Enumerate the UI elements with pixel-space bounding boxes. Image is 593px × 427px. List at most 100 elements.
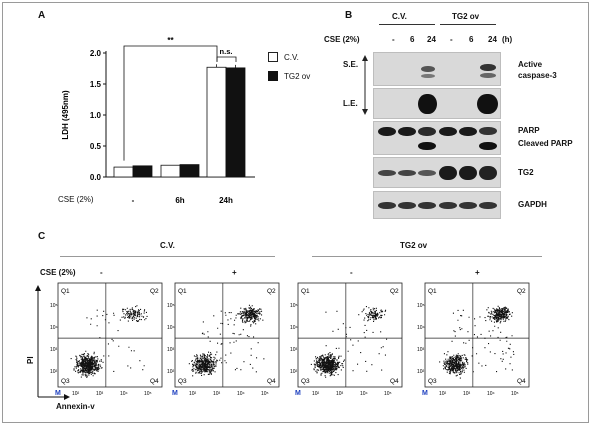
flow-quadrant-label: Q3 bbox=[301, 378, 310, 385]
blot-lane-label: 6 bbox=[410, 35, 415, 44]
flow-y-tick-label: 10³ bbox=[290, 347, 298, 353]
flow-scatter-points bbox=[310, 306, 388, 378]
chart-y-tick-label: 1.0 bbox=[90, 111, 102, 120]
chart-bar-tg2 bbox=[179, 164, 200, 178]
flow-y-tick-label: 10⁵ bbox=[167, 303, 175, 309]
flow-y-tick-label: 10² bbox=[50, 369, 58, 375]
flow-plot-frame bbox=[297, 282, 403, 388]
chart-y-tick-label: 0.0 bbox=[90, 173, 102, 182]
blot-unit-label: (h) bbox=[502, 35, 513, 44]
flow-y-tick-label: 10³ bbox=[417, 347, 425, 353]
flow-scatter-points bbox=[188, 304, 265, 377]
flow-x-tick-label: 10² bbox=[72, 391, 80, 397]
protein-label-tg2: TG2 bbox=[518, 168, 534, 177]
flow-xlabel: Annexin-v bbox=[56, 402, 95, 411]
blot-group-tg2-line bbox=[440, 24, 496, 25]
flow-x-tick-label: 10² bbox=[312, 391, 320, 397]
flow-x-tick-label: 10⁵ bbox=[261, 391, 269, 397]
flow-quadrant-label: Q1 bbox=[301, 288, 310, 295]
legend-label-tg2: TG2 ov bbox=[284, 72, 311, 81]
blot-lane-label: 24 bbox=[488, 35, 497, 44]
flow-scatter-points bbox=[439, 305, 515, 379]
panel-a-label: A bbox=[38, 10, 46, 21]
blot-caspase-short bbox=[373, 52, 501, 86]
flow-quadrant-label: Q4 bbox=[390, 378, 399, 385]
flow-condition-1: - bbox=[100, 268, 103, 277]
blot-group-cv-line bbox=[379, 24, 435, 25]
exposure-short-label: S.E. bbox=[343, 60, 359, 69]
chart-significance-bracket bbox=[216, 56, 237, 62]
flow-y-tick-label: 10⁴ bbox=[417, 325, 425, 331]
panel-b-label: B bbox=[345, 10, 353, 21]
flow-quadrant-label: Q3 bbox=[428, 378, 437, 385]
flow-y-tick-label: 10⁵ bbox=[50, 303, 58, 309]
chart-significance-label: n.s. bbox=[220, 47, 233, 56]
flow-marker-label: M bbox=[295, 390, 301, 397]
flow-marker-label: M bbox=[422, 390, 428, 397]
blot-lane-label: 6 bbox=[469, 35, 474, 44]
chart-y-tick-label: 2.0 bbox=[90, 49, 102, 58]
protein-label-gapdh: GAPDH bbox=[518, 200, 547, 209]
chart-y-tick-label: 0.5 bbox=[90, 142, 102, 151]
blot-group-cv: C.V. bbox=[392, 12, 407, 21]
flow-x-tick-label: 10² bbox=[439, 391, 447, 397]
blot-parp bbox=[373, 121, 501, 155]
flow-quadrant-label: Q4 bbox=[267, 378, 276, 385]
flow-group-tg2-line bbox=[312, 256, 542, 257]
exposure-arrow bbox=[362, 55, 368, 115]
flow-x-tick-label: 10⁵ bbox=[384, 391, 392, 397]
flow-x-tick-label: 10⁴ bbox=[360, 391, 368, 397]
flow-x-tick-label: 10² bbox=[189, 391, 197, 397]
flow-quadrant-label: Q3 bbox=[178, 378, 187, 385]
flow-quadrant-label: Q4 bbox=[517, 378, 526, 385]
flow-condition-2: + bbox=[232, 268, 237, 277]
flow-condition-4: + bbox=[475, 268, 480, 277]
flow-quadrant-label: Q2 bbox=[517, 288, 526, 295]
chart-category-label: - bbox=[132, 196, 135, 205]
flow-group-cv: C.V. bbox=[160, 241, 175, 250]
blot-gapdh bbox=[373, 191, 501, 219]
flow-quadrant-label: Q2 bbox=[390, 288, 399, 295]
flow-plot-frame bbox=[57, 282, 163, 388]
flow-x-tick-label: 10³ bbox=[96, 391, 104, 397]
flow-y-tick-label: 10⁵ bbox=[290, 303, 298, 309]
exposure-long-label: L.E. bbox=[343, 99, 358, 108]
flow-y-tick-label: 10² bbox=[290, 369, 298, 375]
flow-marker-label: M bbox=[172, 390, 178, 397]
chart-treatment-label: CSE (2%) bbox=[58, 195, 94, 204]
flow-x-tick-label: 10⁵ bbox=[144, 391, 152, 397]
blot-lane-label: - bbox=[450, 35, 453, 44]
chart-bar-tg2 bbox=[132, 165, 153, 178]
protein-label-caspase-line2: caspase-3 bbox=[518, 71, 557, 80]
flow-y-tick-label: 10³ bbox=[50, 347, 58, 353]
flow-x-tick-label: 10³ bbox=[463, 391, 471, 397]
flow-condition-3: - bbox=[350, 268, 353, 277]
flow-quadrant-label: Q1 bbox=[428, 288, 437, 295]
flow-x-tick-label: 10⁴ bbox=[237, 391, 245, 397]
flow-plot-frame bbox=[174, 282, 280, 388]
blot-caspase-long bbox=[373, 88, 501, 119]
flow-group-cv-line bbox=[60, 256, 275, 257]
blot-group-tg2: TG2 ov bbox=[452, 12, 480, 21]
flow-x-tick-label: 10⁴ bbox=[120, 391, 128, 397]
legend-label-cv: C.V. bbox=[284, 53, 299, 62]
flow-x-tick-label: 10³ bbox=[336, 391, 344, 397]
flow-x-tick-label: 10⁵ bbox=[511, 391, 519, 397]
chart-y-tick-label: 1.5 bbox=[90, 80, 102, 89]
flow-y-tick-label: 10⁴ bbox=[50, 325, 58, 331]
flow-quadrant-label: Q3 bbox=[61, 378, 70, 385]
flow-y-tick-label: 10⁵ bbox=[417, 303, 425, 309]
flow-marker-label: M bbox=[55, 390, 61, 397]
chart-significance-label: ** bbox=[167, 36, 174, 45]
blot-lane-label: - bbox=[392, 35, 395, 44]
flow-group-tg2: TG2 ov bbox=[400, 241, 428, 250]
protein-label-cleaved-parp: Cleaved PARP bbox=[518, 139, 573, 148]
flow-axis-arrows bbox=[35, 285, 70, 400]
legend-swatch-tg2 bbox=[268, 71, 278, 81]
flow-x-tick-label: 10³ bbox=[213, 391, 221, 397]
figure-frame bbox=[2, 2, 589, 423]
flow-y-tick-label: 10² bbox=[167, 369, 175, 375]
blot-lane-label: 24 bbox=[427, 35, 436, 44]
ldh-bar-chart: LDH (495nm) 0.0 0.5 1.0 1.5 2.0 - 6h 24h ** n.s. bbox=[61, 36, 255, 205]
